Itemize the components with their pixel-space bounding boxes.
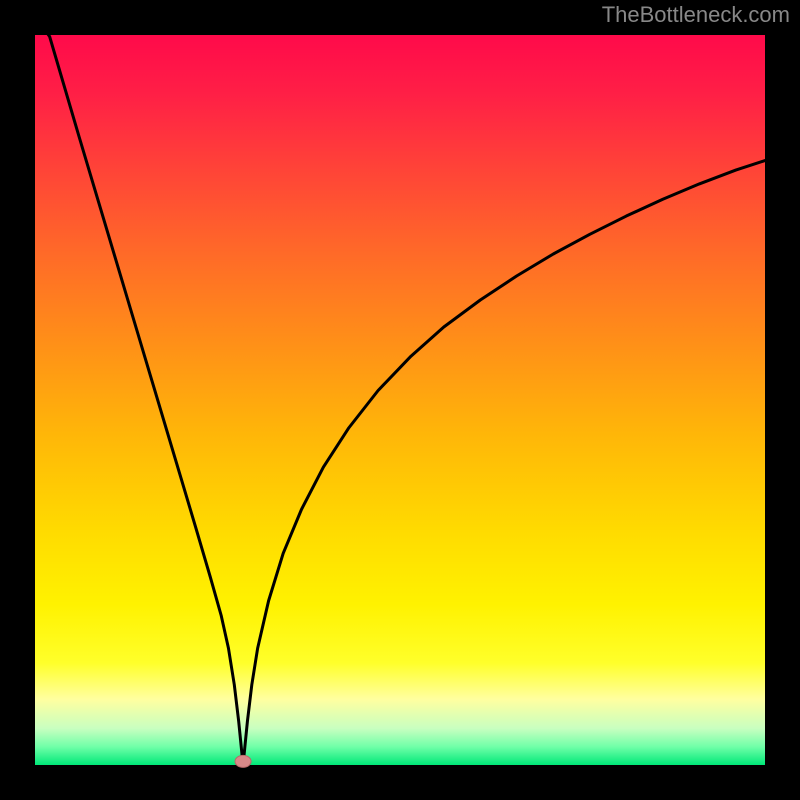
optimum-marker bbox=[235, 755, 251, 767]
chart-container: TheBottleneck.com bbox=[0, 0, 800, 800]
plot-background bbox=[35, 35, 765, 765]
v-curve-chart bbox=[0, 0, 800, 800]
watermark-text: TheBottleneck.com bbox=[602, 2, 790, 28]
